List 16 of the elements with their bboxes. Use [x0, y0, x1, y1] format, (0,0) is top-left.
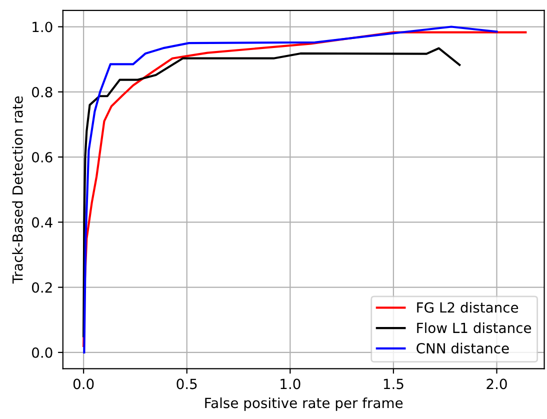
legend-label: Flow L1 distance — [417, 322, 532, 334]
x-axis-title: False positive rate per frame — [205, 397, 403, 411]
legend-label: FG L2 distance — [417, 302, 518, 313]
y-tick-label: 0.2 — [32, 282, 52, 293]
y-axis-title: Track-Based Detection rate — [12, 96, 23, 284]
legend-label: CNN distance — [416, 342, 509, 354]
y-tick-label: 0.6 — [32, 152, 52, 163]
x-tick-label: 2.0 — [486, 378, 507, 390]
x-tick-label: 0.5 — [176, 378, 197, 390]
y-tick-label: 0.8 — [32, 86, 52, 98]
x-tick-label: 1.5 — [384, 378, 404, 390]
y-tick-label: 1.0 — [32, 22, 52, 32]
y-tick-label: 0.4 — [32, 217, 52, 228]
y-tick-label: 0.0 — [32, 347, 52, 358]
x-tick-label: 1.0 — [280, 378, 300, 390]
x-tick-label: 0.0 — [73, 378, 94, 390]
